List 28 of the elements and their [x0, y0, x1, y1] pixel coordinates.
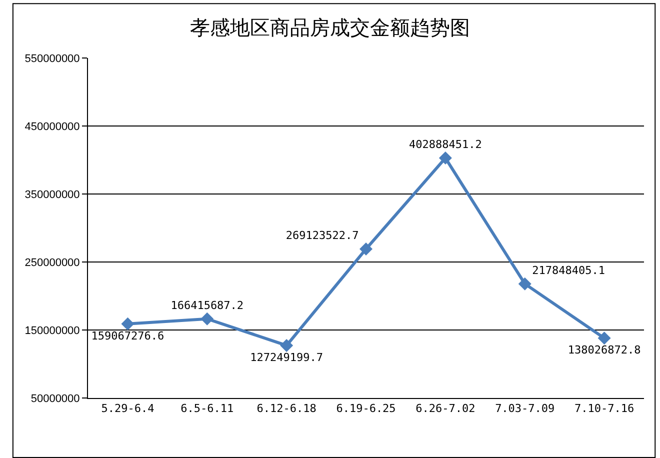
- x-tick-label: 6.5-6.11: [180, 402, 234, 416]
- x-tick-label: 6.12-6.18: [256, 402, 316, 416]
- point: [360, 242, 372, 256]
- data-label: 269123522.7: [286, 229, 359, 242]
- data-label: 159067276.6: [91, 329, 164, 342]
- point: [121, 317, 134, 330]
- y-tick-label: 450000000: [24, 120, 80, 133]
- y-tick-label: 250000000: [24, 256, 80, 269]
- x-tick-label: 6.19-6.25: [336, 402, 396, 416]
- point: [598, 332, 611, 345]
- chart-title: 孝感地区商品房成交金额趋势图: [190, 16, 470, 40]
- point: [518, 277, 532, 290]
- y-tick-label: 150000000: [24, 324, 80, 337]
- point: [280, 338, 294, 352]
- x-tick-label: 7.10-7.16: [574, 402, 634, 416]
- data-label: 138026872.8: [568, 344, 641, 357]
- data-label: 127249199.7: [250, 350, 323, 364]
- data-label: 402888451.2: [409, 138, 482, 152]
- y-tick-label: 350000000: [24, 188, 80, 201]
- y-tick-label: 50000000: [30, 392, 80, 405]
- point: [200, 312, 214, 326]
- y-tick-label: 550000000: [24, 52, 80, 65]
- x-tick-label: 5.29-6.4: [101, 402, 155, 416]
- data-label: 217848405.1: [532, 264, 605, 277]
- data-label: 166415687.2: [170, 298, 244, 312]
- x-tick-label: 7.03-7.09: [495, 402, 555, 416]
- point: [438, 152, 452, 165]
- x-tick-label: 6.26-7.02: [416, 402, 476, 416]
